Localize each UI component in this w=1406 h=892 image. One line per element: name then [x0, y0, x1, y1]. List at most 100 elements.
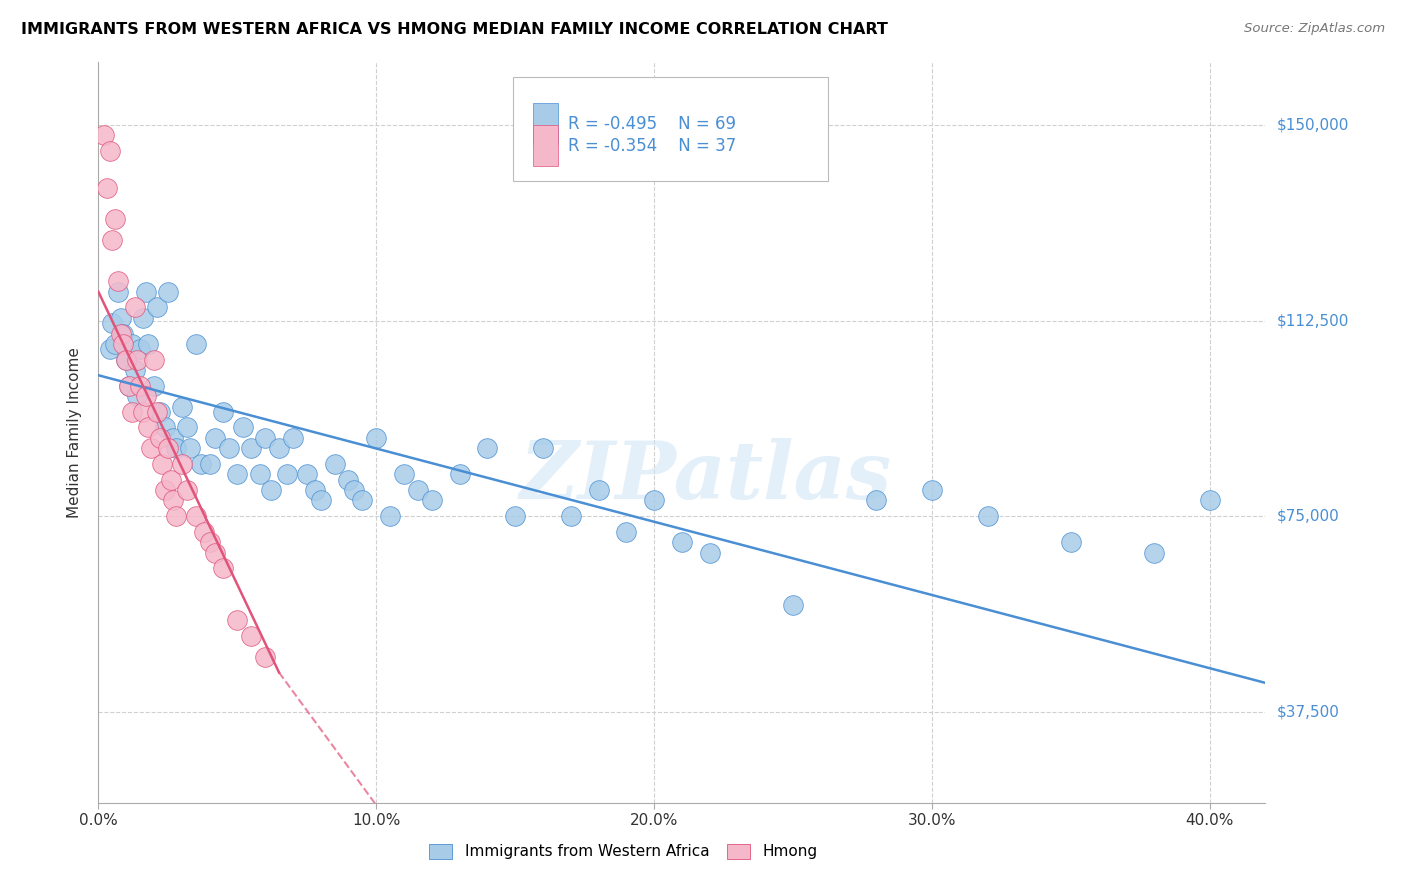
Point — [643, 493, 665, 508]
Point — [129, 378, 152, 392]
Point — [165, 442, 187, 456]
Point — [276, 467, 298, 482]
Point — [143, 352, 166, 367]
Point — [309, 493, 332, 508]
Point — [226, 467, 249, 482]
Point — [1143, 545, 1166, 559]
Point — [449, 467, 471, 482]
Point — [184, 509, 207, 524]
Point — [281, 431, 304, 445]
Point — [204, 545, 226, 559]
Point — [124, 363, 146, 377]
Point — [240, 442, 263, 456]
Point — [148, 405, 170, 419]
Point — [699, 545, 721, 559]
Point — [156, 442, 179, 456]
Point — [170, 457, 193, 471]
Point — [1198, 493, 1220, 508]
Point — [380, 509, 402, 524]
Point — [531, 442, 554, 456]
Point — [162, 431, 184, 445]
Point — [110, 326, 132, 341]
FancyBboxPatch shape — [513, 78, 828, 181]
Point — [143, 378, 166, 392]
Point — [127, 352, 149, 367]
Point — [295, 467, 318, 482]
Point — [304, 483, 326, 497]
Point — [254, 431, 277, 445]
Point — [132, 405, 155, 419]
Point — [176, 483, 198, 497]
Point — [146, 301, 169, 315]
Text: $112,500: $112,500 — [1277, 313, 1348, 328]
Text: $150,000: $150,000 — [1277, 118, 1348, 133]
Point — [184, 337, 207, 351]
Point — [135, 389, 157, 403]
Point — [101, 316, 124, 330]
Point — [93, 128, 115, 143]
Point — [141, 442, 163, 456]
Point — [115, 352, 138, 367]
Point — [121, 337, 143, 351]
Point — [118, 378, 141, 392]
Point — [129, 342, 152, 356]
Point — [477, 442, 499, 456]
Point — [156, 285, 179, 299]
Point — [249, 467, 271, 482]
Point — [176, 420, 198, 434]
Point — [204, 431, 226, 445]
Point — [560, 509, 582, 524]
Point — [104, 337, 127, 351]
Point — [588, 483, 610, 497]
Y-axis label: Median Family Income: Median Family Income — [67, 347, 83, 518]
Point — [352, 493, 374, 508]
Point — [782, 598, 804, 612]
Point — [112, 326, 135, 341]
Point — [614, 524, 637, 539]
Point — [96, 180, 118, 194]
Point — [865, 493, 887, 508]
Legend: Immigrants from Western Africa, Hmong: Immigrants from Western Africa, Hmong — [423, 838, 824, 865]
FancyBboxPatch shape — [533, 126, 558, 166]
Text: $37,500: $37,500 — [1277, 704, 1340, 719]
Point — [148, 431, 170, 445]
Point — [162, 493, 184, 508]
Point — [121, 405, 143, 419]
Point — [671, 535, 693, 549]
Text: ZIPatlas: ZIPatlas — [519, 438, 891, 516]
Point — [976, 509, 998, 524]
Point — [146, 405, 169, 419]
Point — [165, 509, 187, 524]
Point — [218, 442, 240, 456]
Text: IMMIGRANTS FROM WESTERN AFRICA VS HMONG MEDIAN FAMILY INCOME CORRELATION CHART: IMMIGRANTS FROM WESTERN AFRICA VS HMONG … — [21, 22, 889, 37]
Point — [226, 613, 249, 627]
Point — [110, 310, 132, 325]
Point — [150, 457, 173, 471]
Text: Source: ZipAtlas.com: Source: ZipAtlas.com — [1244, 22, 1385, 36]
Point — [503, 509, 526, 524]
Point — [118, 378, 141, 392]
Point — [193, 524, 215, 539]
Text: R = -0.354    N = 37: R = -0.354 N = 37 — [568, 136, 735, 154]
Point — [337, 473, 360, 487]
Point — [132, 310, 155, 325]
Point — [107, 274, 129, 288]
FancyBboxPatch shape — [533, 103, 558, 144]
Point — [159, 473, 181, 487]
Point — [127, 389, 149, 403]
Point — [198, 457, 221, 471]
Point — [212, 561, 235, 575]
Point — [138, 337, 160, 351]
Text: $75,000: $75,000 — [1277, 508, 1340, 524]
Point — [179, 442, 201, 456]
Point — [240, 629, 263, 643]
Point — [124, 301, 146, 315]
Point — [138, 420, 160, 434]
Point — [406, 483, 429, 497]
Point — [190, 457, 212, 471]
Point — [392, 467, 415, 482]
Point — [343, 483, 366, 497]
Point — [260, 483, 283, 497]
Point — [115, 352, 138, 367]
Point — [921, 483, 943, 497]
